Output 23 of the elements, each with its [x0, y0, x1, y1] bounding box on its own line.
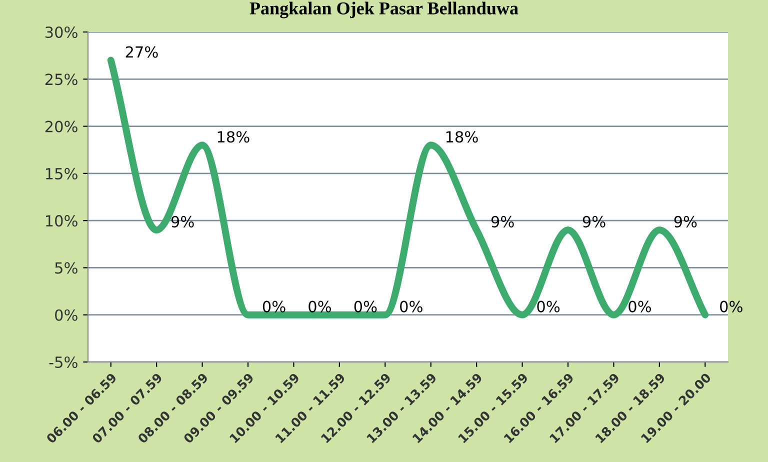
y-tick-label: 10%	[46, 215, 78, 227]
y-tick-label: -5%	[49, 356, 78, 368]
data-label: 0%	[628, 300, 651, 312]
data-label: 0%	[400, 300, 422, 312]
data-label: 18%	[218, 131, 250, 143]
y-tick-label: 15%	[46, 168, 78, 180]
data-label: 9%	[491, 216, 514, 228]
y-tick-label: 20%	[45, 120, 78, 132]
y-tick-label: 25%	[45, 74, 78, 86]
y-tick-label: 30%	[45, 26, 78, 38]
data-label: 0%	[262, 300, 286, 312]
data-label: 18%	[446, 131, 478, 143]
data-label: 0%	[354, 300, 377, 312]
y-tick-label: 0%	[55, 309, 78, 321]
data-label: 9%	[674, 216, 697, 228]
data-label: 27%	[126, 46, 158, 58]
data-label: 0%	[308, 300, 331, 312]
y-tick-label: 5%	[55, 262, 78, 274]
data-label: 9%	[171, 216, 194, 228]
data-label: 0%	[720, 300, 742, 312]
data-label: 9%	[582, 216, 606, 228]
data-label: 0%	[537, 300, 560, 312]
chart-title: Pangkalan Ojek Pasar Bellanduwa	[250, 2, 518, 18]
